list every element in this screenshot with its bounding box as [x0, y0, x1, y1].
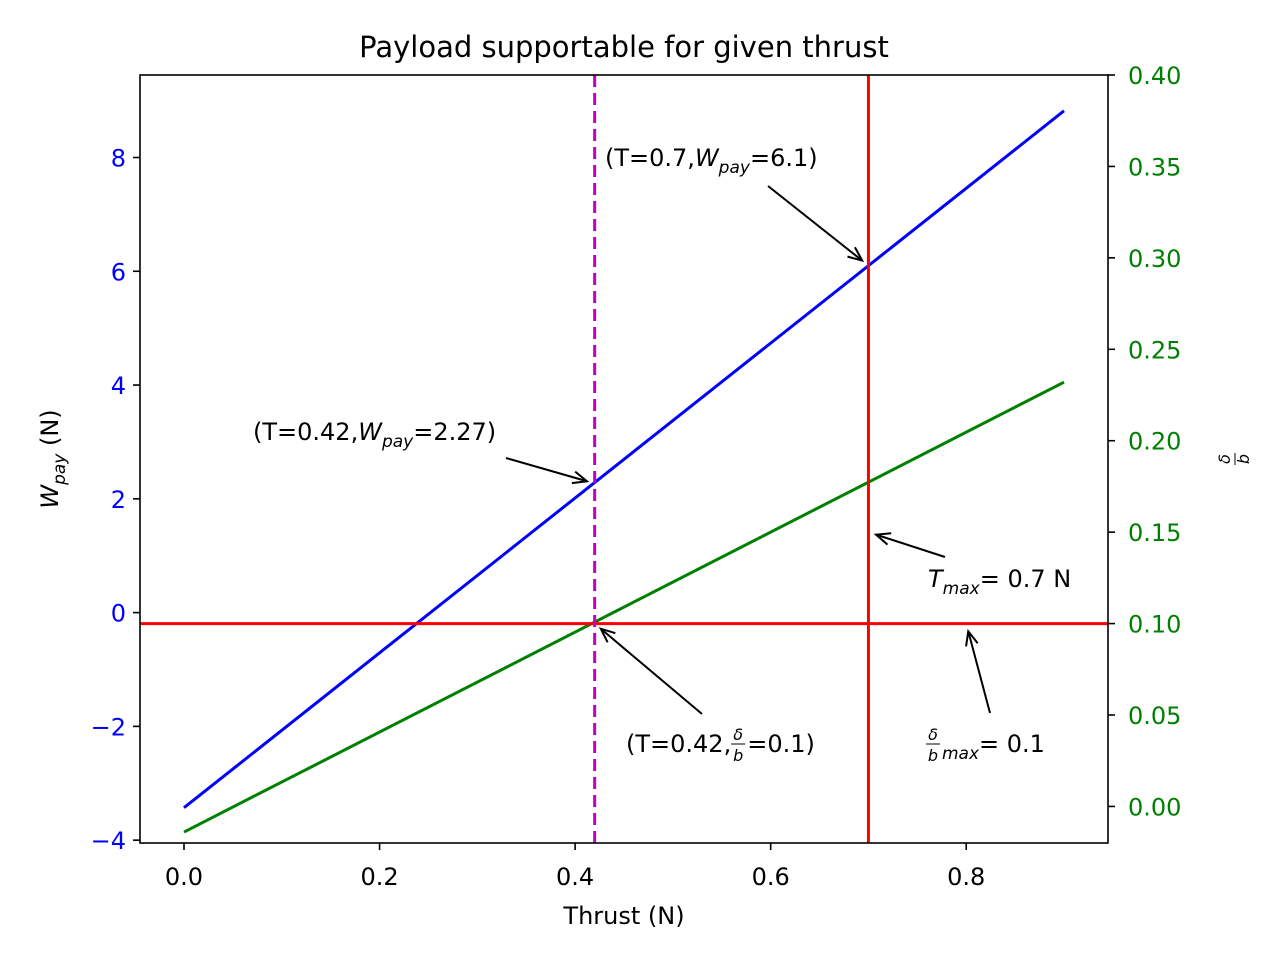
y-axis-label-left: Wpay (N)	[36, 409, 70, 508]
annotation-text: b	[733, 746, 743, 765]
annotation-arrowhead	[873, 532, 892, 546]
annotation-text: = 0.7 N	[980, 565, 1072, 593]
y-right-tick-label: 0.30	[1128, 245, 1181, 273]
y-left-tick-label: 0	[111, 600, 126, 628]
x-tick-label: 0.8	[947, 863, 985, 891]
annotation-text: = 0.1	[979, 730, 1045, 758]
annotation-text: max	[942, 744, 980, 764]
annotation-text: (T=0.42,	[626, 730, 731, 758]
annotation-text: T	[928, 565, 945, 593]
x-tick-label: 0.2	[360, 863, 398, 891]
y-left-tick-label: −2	[91, 713, 126, 741]
y-left-tick-label: 2	[111, 486, 126, 514]
annotation-delta-max: δb max = 0.1	[926, 628, 1045, 765]
y-left-tick-label: 4	[111, 372, 126, 400]
plot-area	[140, 75, 1108, 843]
svg-text:δ: δ	[1215, 454, 1234, 464]
x-tick-label: 0.0	[165, 863, 203, 891]
annotation-text: b	[928, 746, 938, 765]
axes: 0.0 0.2 0.4 0.6 0.8 −4 −2 0 2 4 6 8 0.00 0.05 0.10 0.15…	[91, 62, 1182, 891]
y-right-tick-label: 0.15	[1128, 519, 1181, 547]
annotation-text: pay	[381, 432, 414, 452]
series-line-2	[183, 380, 1065, 834]
annotation-arrow	[875, 533, 946, 558]
annotation-text: max	[943, 579, 981, 599]
series-line-1	[183, 109, 1065, 809]
annotation-text: δ	[928, 725, 938, 744]
x-tick-label: 0.6	[752, 863, 790, 891]
annotation-arrowhead	[598, 627, 616, 643]
annotation-text: =2.27)	[413, 418, 496, 446]
y-left-tick-label: −4	[91, 827, 126, 855]
plot-frame	[139, 74, 1109, 844]
svg-text:b: b	[1234, 454, 1253, 464]
annotation-text: (T=0.42,	[253, 418, 358, 446]
y-right-tick-label: 0.40	[1128, 62, 1181, 90]
y-right-tick-label: 0.35	[1128, 153, 1181, 181]
y-right-tick-label: 0.00	[1128, 793, 1181, 821]
y-axis-label-right: δ b	[1215, 453, 1253, 465]
annotation-arrow	[505, 457, 588, 483]
annotation-delta-042: (T=0.42, δb =0.1)	[598, 627, 815, 765]
annotation-text: =0.1)	[747, 730, 815, 758]
annotation-arrow	[967, 631, 991, 714]
annotation-arrowhead	[571, 470, 590, 485]
annotation-arrowhead	[847, 246, 865, 263]
y-right-tick-label: 0.25	[1128, 336, 1181, 364]
annotation-arrowhead	[965, 628, 979, 647]
x-tick-label: 0.4	[556, 863, 594, 891]
y-left-tick-label: 8	[111, 144, 126, 172]
annotation-text: δ	[733, 725, 743, 744]
y-left-tick-label: 6	[111, 258, 126, 286]
annotation-arrow	[767, 185, 863, 262]
annotation-text: W	[695, 144, 720, 172]
y-right-tick-label: 0.20	[1128, 428, 1181, 456]
y-right-tick-label: 0.10	[1128, 611, 1181, 639]
annotation-text: pay	[718, 158, 751, 178]
annotation-text: W	[358, 418, 383, 446]
annotation-arrow	[600, 627, 703, 715]
chart-title: Payload supportable for given thrust	[359, 30, 889, 64]
annotation-text: (T=0.7,	[605, 144, 695, 172]
annotation-text: =6.1)	[750, 144, 818, 172]
y-right-tick-label: 0.05	[1128, 702, 1181, 730]
x-axis-label: Thrust (N)	[562, 902, 684, 930]
